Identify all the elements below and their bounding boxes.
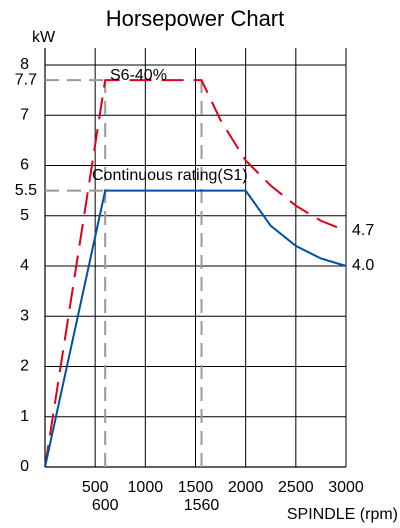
series-line [44, 189, 347, 468]
x-tick-label: 2000 [228, 479, 264, 496]
x-tick-label: 600 [92, 497, 119, 514]
x-tick-label: 1000 [128, 479, 164, 496]
y-tick-label: 5.5 [15, 182, 37, 199]
x-tick-label: 3000 [328, 479, 364, 496]
x-tick-label: 1560 [184, 497, 220, 514]
y-tick-label: 0 [20, 458, 29, 475]
y-tick-label: 1 [20, 408, 29, 425]
x-tick-label: 1500 [178, 479, 214, 496]
y-tick-label: 7 [20, 106, 29, 123]
y-tick-label: 8 [20, 56, 29, 73]
y-tick-label: 3 [20, 307, 29, 324]
x-axis-label: SPINDLE (rpm) [287, 506, 398, 523]
y-axis-label: kW [32, 29, 56, 46]
y-tick-label: 7.7 [15, 71, 37, 88]
y-tick-label: 4 [20, 257, 29, 274]
data-label: 4.0 [352, 257, 374, 274]
series-line [44, 79, 347, 468]
x-tick-label: 2500 [278, 479, 314, 496]
y-tick-label: 5 [20, 207, 29, 224]
x-tick-label: 500 [82, 479, 109, 496]
data-label: 4.7 [352, 222, 374, 239]
series-label: S6-40% [110, 67, 167, 84]
series-label: Continuous rating(S1) [92, 167, 248, 184]
y-tick-label: 6 [20, 157, 29, 174]
y-tick-label: 2 [20, 358, 29, 375]
chart-title: Horsepower Chart [106, 6, 285, 31]
